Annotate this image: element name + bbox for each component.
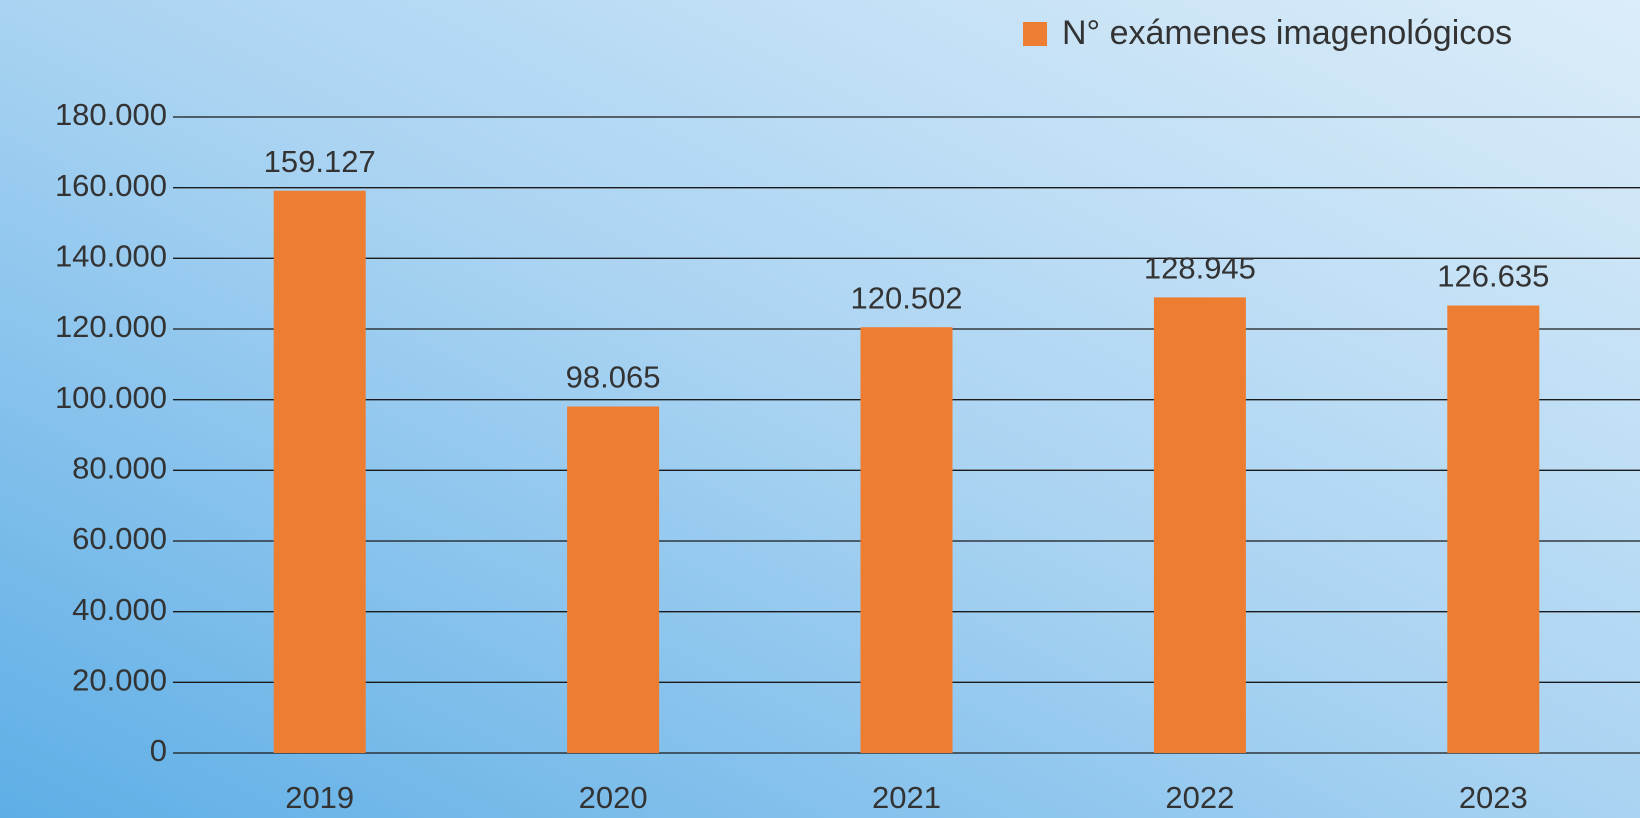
x-tick-label: 2019 (285, 780, 354, 815)
y-tick-label: 80.000 (72, 451, 167, 486)
bar (860, 327, 953, 753)
y-tick-label: 60.000 (72, 521, 167, 556)
legend-label: N° exámenes imagenológicos (1062, 14, 1512, 52)
bar (273, 190, 366, 753)
x-tick-label: 2022 (1165, 780, 1234, 815)
x-tick-label: 2021 (872, 780, 941, 815)
value-label: 98.065 (566, 360, 661, 395)
y-tick-label: 160.000 (55, 168, 167, 203)
y-tick-label: 20.000 (72, 663, 167, 698)
legend-swatch (1023, 22, 1047, 46)
y-tick-label: 0 (150, 733, 167, 768)
y-tick-label: 40.000 (72, 592, 167, 627)
y-tick-label: 180.000 (55, 97, 167, 132)
y-tick-label: 120.000 (55, 309, 167, 344)
y-tick-label: 100.000 (55, 380, 167, 415)
value-label: 126.635 (1437, 259, 1549, 294)
value-label: 120.502 (850, 280, 962, 315)
bar (1153, 297, 1246, 753)
x-tick-label: 2020 (579, 780, 648, 815)
x-tick-label: 2023 (1459, 780, 1528, 815)
value-label: 159.127 (264, 144, 376, 179)
value-label: 128.945 (1144, 251, 1256, 286)
bar (567, 406, 660, 753)
bar (1447, 305, 1540, 753)
y-tick-label: 140.000 (55, 239, 167, 274)
